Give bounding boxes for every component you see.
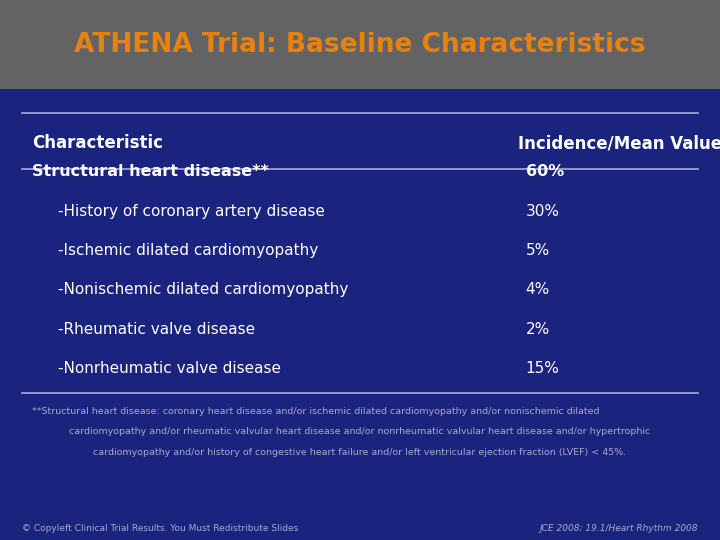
Text: -Nonischemic dilated cardiomyopathy: -Nonischemic dilated cardiomyopathy (58, 282, 348, 298)
Text: 60%: 60% (526, 164, 564, 179)
Text: -History of coronary artery disease: -History of coronary artery disease (58, 204, 325, 219)
Text: 15%: 15% (526, 361, 559, 376)
Bar (0, 0, 720, 89)
Text: Characteristic: Characteristic (32, 134, 163, 152)
Text: -Nonrheumatic valve disease: -Nonrheumatic valve disease (58, 361, 281, 376)
Text: © Copyleft Clinical Trial Results. You Must Redistribute Slides: © Copyleft Clinical Trial Results. You M… (22, 524, 298, 532)
Text: Incidence/Mean Value: Incidence/Mean Value (518, 134, 720, 152)
Text: cardiomyopathy and/or history of congestive heart failure and/or left ventricula: cardiomyopathy and/or history of congest… (94, 448, 626, 457)
Text: Structural heart disease**: Structural heart disease** (32, 164, 269, 179)
Text: cardiomyopathy and/or rheumatic valvular heart disease and/or nonrheumatic valvu: cardiomyopathy and/or rheumatic valvular… (69, 427, 651, 436)
Text: **Structural heart disease: coronary heart disease and/or ischemic dilated cardi: **Structural heart disease: coronary hea… (32, 407, 600, 416)
Text: -Rheumatic valve disease: -Rheumatic valve disease (58, 322, 255, 337)
Text: 4%: 4% (526, 282, 550, 298)
Text: ATHENA Trial: Baseline Characteristics: ATHENA Trial: Baseline Characteristics (74, 31, 646, 58)
Text: 5%: 5% (526, 243, 550, 258)
Text: 2%: 2% (526, 322, 550, 337)
Text: -Ischemic dilated cardiomyopathy: -Ischemic dilated cardiomyopathy (58, 243, 318, 258)
Text: JCE 2008; 19.1/Heart Rhythm 2008: JCE 2008; 19.1/Heart Rhythm 2008 (540, 524, 698, 532)
Text: 30%: 30% (526, 204, 559, 219)
